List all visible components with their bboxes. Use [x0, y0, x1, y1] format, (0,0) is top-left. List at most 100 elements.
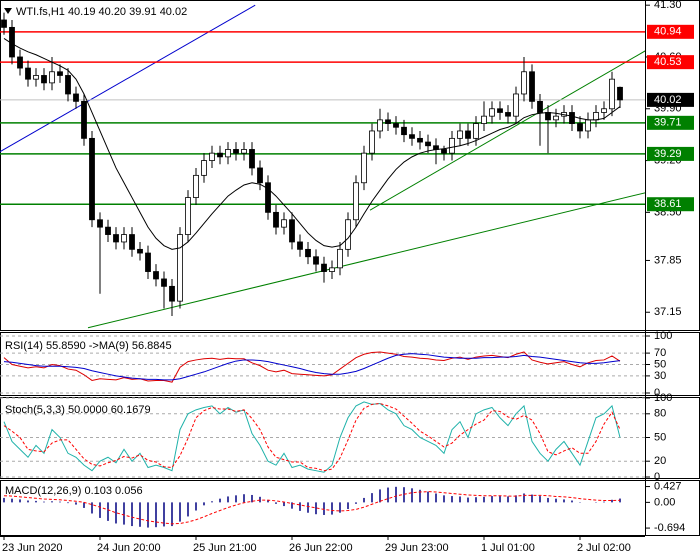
candle-body [17, 56, 23, 69]
candle-body [225, 149, 231, 158]
x-tick-label: 26 Jun 22:00 [289, 542, 353, 554]
candle-body [73, 93, 79, 102]
candle-body [193, 174, 199, 198]
candle-body [385, 119, 391, 124]
y-tick-label: 100 [654, 330, 672, 342]
macd-signal [3, 491, 621, 525]
candle-body [505, 112, 511, 117]
candle-body [393, 123, 399, 128]
candle-body [425, 141, 431, 147]
candle-body [593, 112, 599, 121]
candle-body [513, 93, 519, 117]
candle-body [217, 152, 223, 158]
candle-body [545, 112, 551, 121]
y-tick-label: 41.30 [654, 0, 682, 11]
candle-body [353, 182, 359, 221]
candle-body [121, 234, 127, 243]
candle-body [441, 149, 447, 154]
candle-body [553, 115, 559, 121]
plot-area [0, 4, 645, 528]
candle-body [401, 126, 407, 136]
candle-body [113, 234, 119, 243]
candle-body [241, 149, 247, 154]
y-tick-label: 0.427 [654, 480, 682, 492]
candle-body [449, 137, 455, 154]
candle-body [417, 137, 423, 143]
x-tick-label: 23 Jun 2020 [2, 542, 63, 554]
indicator-line [3, 351, 621, 383]
candle-body [249, 149, 255, 169]
indicator-line [3, 353, 621, 381]
candle-body [305, 248, 311, 258]
x-tick-label: 29 Jun 23:00 [385, 542, 449, 554]
level-label-box [647, 146, 694, 161]
y-tick-label: 30 [654, 370, 666, 382]
candle-body [81, 100, 87, 139]
y-tick-label: 20 [654, 455, 666, 467]
y-tick-label: 37.15 [654, 306, 682, 318]
candle-body [209, 152, 215, 161]
candle-body [41, 75, 47, 84]
candle-body [521, 71, 527, 95]
y-tick-label: -0.694 [654, 522, 685, 534]
candle-body [497, 108, 503, 113]
candle-body [33, 75, 39, 80]
candle-body [529, 71, 535, 102]
candle-body [473, 123, 479, 139]
candle-body [1, 19, 7, 28]
candle-body [313, 256, 319, 265]
level-label: 40.94 [654, 26, 682, 38]
candle-body [585, 119, 591, 132]
indicator-line [3, 401, 621, 473]
x-tick-label: 1 Jul 01:00 [481, 542, 535, 554]
moving-average [3, 38, 621, 250]
candle-body [169, 285, 175, 302]
x-tick-label: 2 Jul 02:00 [577, 542, 631, 554]
y-tick-label: 70 [654, 347, 666, 359]
level-label-box [647, 92, 694, 107]
candle-body [273, 211, 279, 228]
candle-body [233, 149, 239, 154]
candle-body [145, 252, 151, 272]
x-tick-label: 25 Jun 21:00 [193, 542, 257, 554]
y-tick-label: 100 [654, 392, 672, 404]
candle-body [25, 67, 31, 80]
menu-triangle[interactable] [4, 8, 12, 14]
candle-body [609, 78, 615, 110]
candle-body [537, 100, 543, 113]
candle-body [201, 160, 207, 176]
candle-body [265, 182, 271, 213]
y-tick-label: 50 [654, 431, 666, 443]
candle-body [177, 234, 183, 302]
candle-body [257, 167, 263, 184]
trend-line [87, 192, 645, 329]
candle-body [89, 137, 95, 221]
candle-body [153, 271, 159, 280]
candle-body [337, 248, 343, 269]
candle-body [185, 197, 191, 235]
candle-body [465, 130, 471, 139]
candle-body [97, 219, 103, 228]
candle-body [409, 134, 415, 139]
y-tick-label: 80 [654, 408, 666, 420]
candle-body [569, 112, 575, 124]
candle-body [481, 115, 487, 124]
candle-body [489, 108, 495, 117]
candle-body [361, 152, 367, 184]
y-tick-label: 0 [654, 471, 660, 483]
chart-title: WTI.fs,H1 40.19 40.20 39.91 40.02 [16, 6, 187, 18]
level-label-box [647, 55, 694, 70]
level-label: 39.29 [654, 148, 682, 160]
candle-body [105, 226, 111, 235]
candle-body [281, 219, 287, 228]
level-label-box [647, 115, 694, 130]
level-label-box [647, 24, 694, 39]
candle-body [369, 130, 375, 154]
candle-body [329, 267, 335, 272]
candle-body [577, 123, 583, 132]
candle-body [161, 278, 167, 287]
y-tick-label: 0 [654, 387, 660, 399]
x-tick-label: 24 Jun 20:00 [97, 542, 161, 554]
level-label: 38.61 [654, 198, 682, 210]
candle-body [129, 234, 135, 250]
